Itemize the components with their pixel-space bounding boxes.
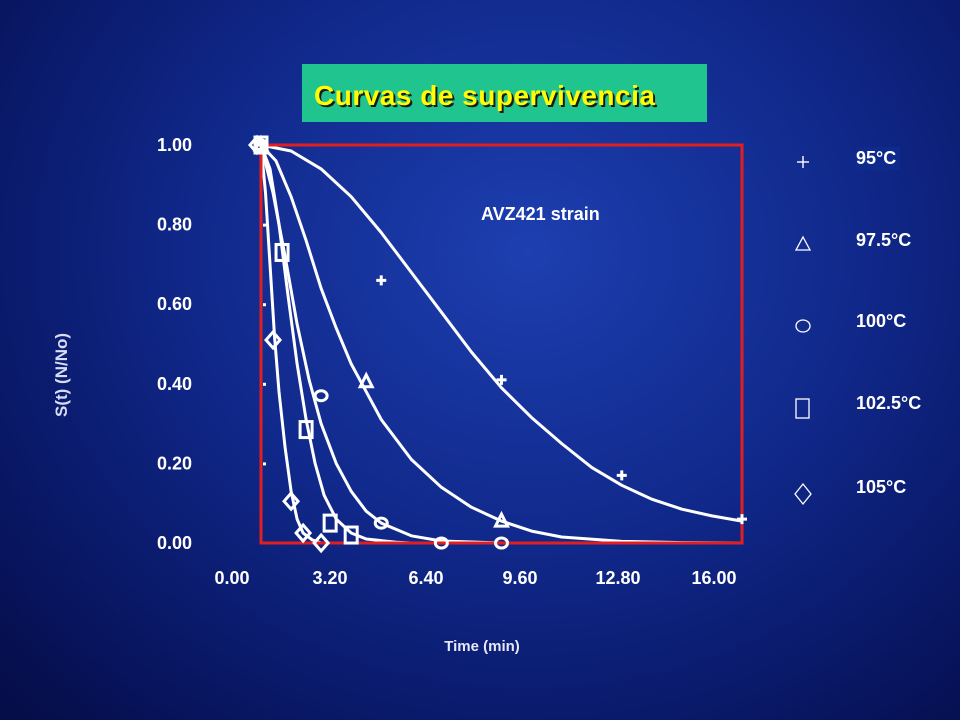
data-point: [264, 329, 283, 351]
data-point: [343, 525, 359, 545]
x-axis-label: Time (min): [444, 638, 520, 655]
legend-plus-icon: [794, 150, 814, 172]
fit-curve: [260, 143, 743, 523]
fit-curve: [259, 144, 742, 545]
x-tick-label: 3.20: [312, 568, 347, 588]
data-point: [248, 134, 266, 156]
y-tick-label: 0.00: [157, 533, 192, 553]
data-point: [376, 275, 387, 286]
x-tick-label: 0.00: [214, 568, 249, 588]
legend-label-100: 100°C: [856, 311, 907, 331]
y-axis-label: S(t) (N/No): [52, 332, 71, 418]
legend-triangle-icon: [794, 232, 814, 254]
data-point: [496, 374, 507, 385]
y-tick-label: 0.60: [157, 294, 192, 314]
x-tick-label: 6.40: [408, 568, 443, 588]
data-point: [322, 513, 338, 533]
y-tick-label: 0.40: [157, 374, 192, 394]
legend-label-95: 95°C: [856, 147, 901, 170]
strain-annotation: AVZ421 strain: [481, 204, 600, 224]
legend-diamond-icon: [794, 481, 814, 506]
data-point: [312, 532, 331, 554]
y-tick-mark: [263, 303, 266, 307]
y-tick-label: 1.00: [157, 135, 192, 155]
legend-circle-icon: [794, 314, 814, 336]
y-tick-mark: [263, 382, 266, 386]
y-tick-mark: [263, 462, 266, 466]
data-point: [282, 490, 301, 512]
data-point: [493, 510, 510, 528]
data-point: [253, 135, 269, 155]
legend-label-102-5: 102.5°C: [856, 393, 922, 413]
x-tick-label: 9.60: [502, 568, 537, 588]
legend-square-icon: [794, 396, 814, 419]
legend-label-97-5: 97.5°C: [856, 230, 912, 250]
data-point: [274, 242, 290, 262]
slide-title: Curvas de supervivencia: [314, 80, 656, 111]
data-point: [433, 536, 449, 550]
x-tick-label: 12.80: [595, 568, 640, 588]
y-tick-mark: [263, 223, 266, 227]
data-point: [373, 516, 389, 530]
data-point: [294, 522, 313, 544]
y-tick-label: 0.20: [157, 453, 192, 473]
x-tick-label: 16.00: [691, 568, 736, 588]
data-point: [298, 420, 314, 440]
data-point: [494, 536, 509, 550]
data-point: [313, 389, 329, 403]
data-point: [737, 514, 747, 525]
data-point: [616, 470, 627, 481]
fit-curve: [259, 143, 743, 545]
plot-frame: [259, 143, 744, 545]
title-box: Curvas de supervivencia: [302, 64, 707, 122]
legend-label-105: 105°C: [856, 477, 907, 497]
y-tick-label: 0.80: [157, 215, 192, 235]
data-point: [357, 371, 375, 389]
